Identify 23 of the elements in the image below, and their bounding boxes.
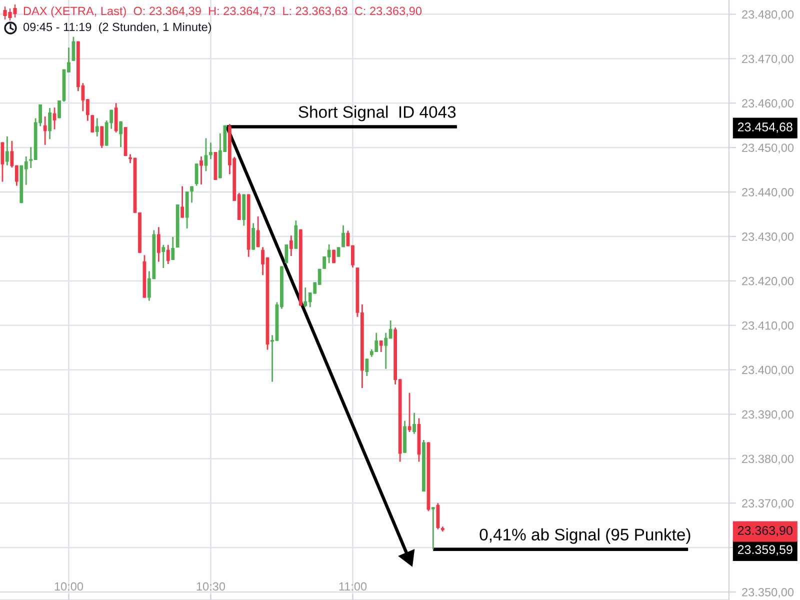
y-tick-label: 23.420,00 [742,276,794,287]
y-tick-label: 23.440,00 [742,188,794,198]
x-tick-label: 11:00 [339,582,367,591]
text: 09:45 - 11:19 (2 Stunden, 1 Minute) [23,22,212,34]
y-tick-label: 23.410,00 [742,321,794,332]
y-tick-label: 23.380,00 [742,454,794,464]
y-tick-label: 23.390,00 [742,410,794,420]
y-tick-label: 23.450,00 [742,144,794,154]
y2-tick-label: 23.363,90 [738,526,792,536]
y-tick-label: 23.430,00 [742,232,794,242]
y-tick-label: 23.350,00 [742,588,794,598]
x-tick-label: 10:00 [54,582,84,591]
text: DAX (XETRA, Last) O: 23.364,39 H: 23.364,73 L: 23.363,63 C: 23.363,90 [24,6,422,18]
annotation: 0,41% ab Signal (95 Punkte) [480,528,690,544]
y-tick-label: 23.480,00 [742,10,794,20]
y-tick-label: 23.470,00 [742,54,794,64]
annotation: Short Signal ID 4043 [298,106,456,122]
y-tick-label: 23.370,00 [742,499,794,509]
y2-tick-label: 23.359,59 [738,545,792,556]
x-tick-label: 10:30 [196,582,226,591]
y2-tick-label: 23.454,68 [738,122,792,133]
y-tick-label: 23.460,00 [742,99,794,109]
y-tick-label: 23.400,00 [742,366,794,376]
